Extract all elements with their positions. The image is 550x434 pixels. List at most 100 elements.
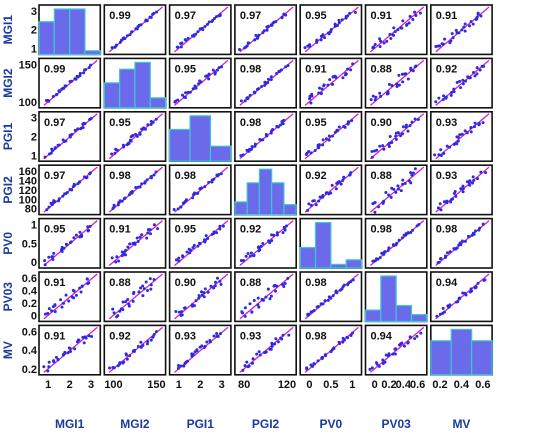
scatter-point-0-4-16 (335, 23, 339, 27)
scatter-point-6-1-21 (149, 338, 153, 342)
scatter-point-3-6-9 (454, 194, 458, 198)
scatter-point-1-2-21 (213, 72, 217, 76)
scatter-point-5-4-11 (323, 299, 327, 303)
scatter-point-3-5-22 (410, 173, 414, 177)
scatter-point-6-1-2 (111, 366, 115, 370)
y-variable-label-pv0: PV0 (1, 232, 15, 255)
scatter-point-0-3-9 (254, 33, 258, 37)
scatter-point-5-0-18 (78, 286, 82, 290)
y-tick-label-3-4: 160 (19, 166, 37, 178)
scatter-point-6-4-23 (345, 335, 349, 339)
scatter-point-5-1-24 (152, 278, 156, 282)
scatter-point-5-0-0 (43, 312, 47, 316)
scatter-point-5-3-3 (243, 306, 247, 310)
scatter-point-5-6-10 (456, 300, 460, 304)
scatter-point-2-6-0 (433, 153, 437, 157)
scatter-point-2-4-8 (317, 143, 321, 147)
scatter-point-3-0-20 (77, 180, 81, 184)
scatter-point-0-3-0 (238, 48, 242, 52)
scatter-point-6-1-4 (116, 364, 120, 368)
scatter-point-4-1-19 (140, 233, 144, 237)
scatter-point-2-6-2 (439, 154, 443, 158)
histogram-bar-2-1 (189, 115, 212, 162)
scatter-point-2-1-1 (113, 151, 117, 155)
scatter-point-2-0-6 (53, 146, 57, 150)
scatter-point-3-0-25 (88, 171, 92, 175)
scatter-point-4-1-17 (138, 235, 142, 239)
scatter-point-3-6-3 (442, 200, 446, 204)
scatter-point-1-6-18 (466, 75, 470, 79)
scatter-point-6-0-8 (54, 355, 58, 359)
scatter-point-0-1-14 (134, 27, 138, 31)
scatter-point-5-0-11 (67, 299, 71, 303)
scatter-point-2-4-24 (347, 121, 351, 125)
scatter-point-3-0-1 (45, 208, 49, 212)
scatter-point-2-3-20 (276, 125, 280, 129)
scatter-point-6-1-5 (118, 361, 122, 365)
scatter-point-6-5-20 (406, 341, 410, 345)
scatter-point-1-3-16 (266, 77, 270, 81)
scatter-point-0-1-20 (145, 19, 149, 23)
scatter-point-4-5-12 (391, 243, 395, 247)
y-tick-label-1-0: 100 (19, 97, 37, 109)
scatter-point-3-4-14 (330, 183, 334, 187)
scatter-point-6-0-5 (52, 359, 56, 363)
x-tick-label-2-1: 2 (197, 379, 203, 391)
scatter-point-3-6-1 (436, 206, 440, 210)
scatter-point-4-0-0 (43, 263, 47, 267)
scatter-point-1-3-24 (284, 65, 288, 69)
x-tick-label-6-0: 0.2 (432, 379, 447, 391)
scatter-point-5-2-10 (194, 299, 198, 303)
scatter-point-3-5-11 (394, 190, 398, 194)
scatter-point-2-0-4 (51, 149, 55, 153)
scatter-point-5-2-23 (218, 279, 222, 283)
scatter-point-3-4-12 (325, 191, 329, 195)
scatter-point-1-3-10 (260, 84, 264, 88)
scatter-point-3-1-25 (154, 170, 158, 174)
scatter-point-2-6-12 (456, 135, 460, 139)
scatter-point-2-1-0 (110, 152, 114, 156)
scatter-point-1-2-22 (211, 68, 215, 72)
y-tick-label-5-1: 0.2 (22, 298, 37, 310)
scatter-point-6-0-20 (82, 341, 86, 345)
scatter-point-0-3-15 (266, 24, 270, 28)
correlation-label-0-6: 0.91 (436, 10, 457, 22)
correlation-label-4-1: 0.91 (109, 224, 130, 236)
y-variable-label-pgi2: PGI2 (1, 176, 15, 204)
scatter-point-2-4-13 (327, 134, 331, 138)
scatter-point-1-6-6 (449, 93, 453, 97)
scatter-point-2-5-10 (390, 140, 394, 144)
scatter-point-0-3-17 (270, 23, 274, 27)
scatter-point-0-6-6 (443, 37, 447, 41)
scatter-point-3-2-0 (172, 207, 176, 211)
scatter-point-6-1-19 (139, 340, 143, 344)
scatter-point-3-6-5 (449, 200, 453, 204)
scatter-point-3-2-8 (191, 196, 195, 200)
scatter-point-4-1-25 (156, 227, 160, 231)
scatter-point-3-4-9 (321, 194, 325, 198)
histogram-bar-5-1 (380, 275, 397, 323)
scatter-point-2-6-17 (469, 130, 473, 134)
scatter-point-1-5-5 (379, 94, 383, 98)
scatter-point-6-3-15 (269, 347, 273, 351)
scatter-point-5-6-20 (469, 287, 473, 291)
scatter-point-4-1-14 (133, 242, 137, 246)
scatter-point-4-3-11 (256, 246, 260, 250)
scatter-point-1-6-20 (472, 70, 476, 74)
correlation-label-6-1: 0.92 (109, 330, 130, 342)
scatter-point-2-1-12 (128, 138, 132, 142)
x-tick-label-0-2: 3 (88, 379, 94, 391)
scatter-point-6-5-16 (403, 344, 407, 348)
scatter-point-4-5-25 (417, 222, 421, 226)
scatter-point-1-0-20 (78, 74, 82, 78)
scatter-point-0-4-20 (340, 18, 344, 22)
scatter-point-6-1-24 (152, 333, 156, 337)
scatter-point-3-0-0 (47, 205, 51, 209)
scatter-point-5-4-25 (351, 278, 355, 282)
scatter-point-0-3-12 (262, 29, 266, 33)
scatter-point-2-6-6 (445, 144, 449, 148)
scatter-point-3-6-22 (471, 175, 475, 179)
scatter-point-5-2-14 (199, 290, 203, 294)
scatter-point-1-0-3 (51, 95, 55, 99)
scatter-point-6-5-2 (377, 364, 381, 368)
